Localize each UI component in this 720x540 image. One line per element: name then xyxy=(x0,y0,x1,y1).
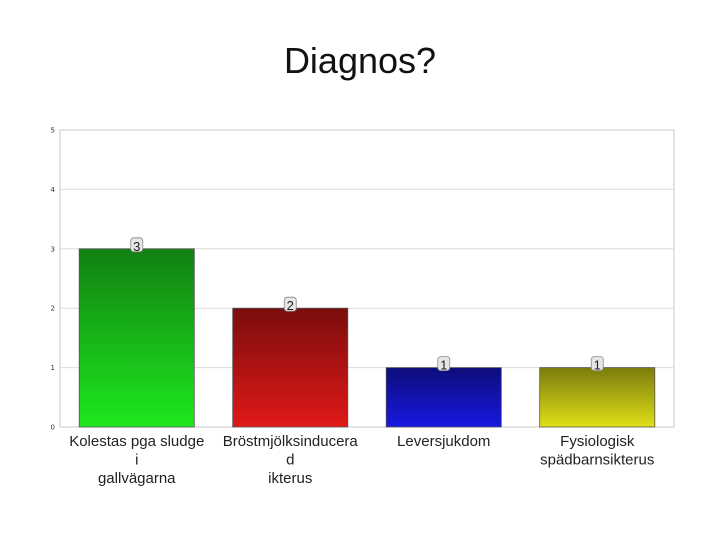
y-tick-label: 4 xyxy=(51,186,56,194)
y-tick-label: 3 xyxy=(51,245,55,253)
data-label-badge xyxy=(590,356,604,372)
data-label: 1 xyxy=(440,358,447,373)
bar xyxy=(539,367,656,428)
category-label: Kolestas pga sludge i gallvägarna xyxy=(69,433,204,487)
y-tick-label: 5 xyxy=(51,127,55,135)
data-label: 2 xyxy=(287,298,294,313)
bar xyxy=(385,367,502,428)
category-label: Fysiologisk spädbarnsikterus xyxy=(540,433,654,469)
category-label: Leversjukdom xyxy=(397,433,490,450)
data-label: 3 xyxy=(133,239,140,254)
slide-title: Diagnos? xyxy=(283,40,437,81)
data-label: 1 xyxy=(594,358,601,373)
data-label-badge xyxy=(437,356,451,372)
y-tick-label: 0 xyxy=(51,424,55,432)
bar xyxy=(232,307,349,428)
data-label-badge xyxy=(283,296,297,312)
y-tick-label: 1 xyxy=(51,364,55,372)
category-label: Bröstmjölksinducera d ikterus xyxy=(223,433,359,487)
y-tick-label: 2 xyxy=(51,305,55,313)
bar xyxy=(78,248,195,428)
data-label-badge xyxy=(130,237,144,253)
